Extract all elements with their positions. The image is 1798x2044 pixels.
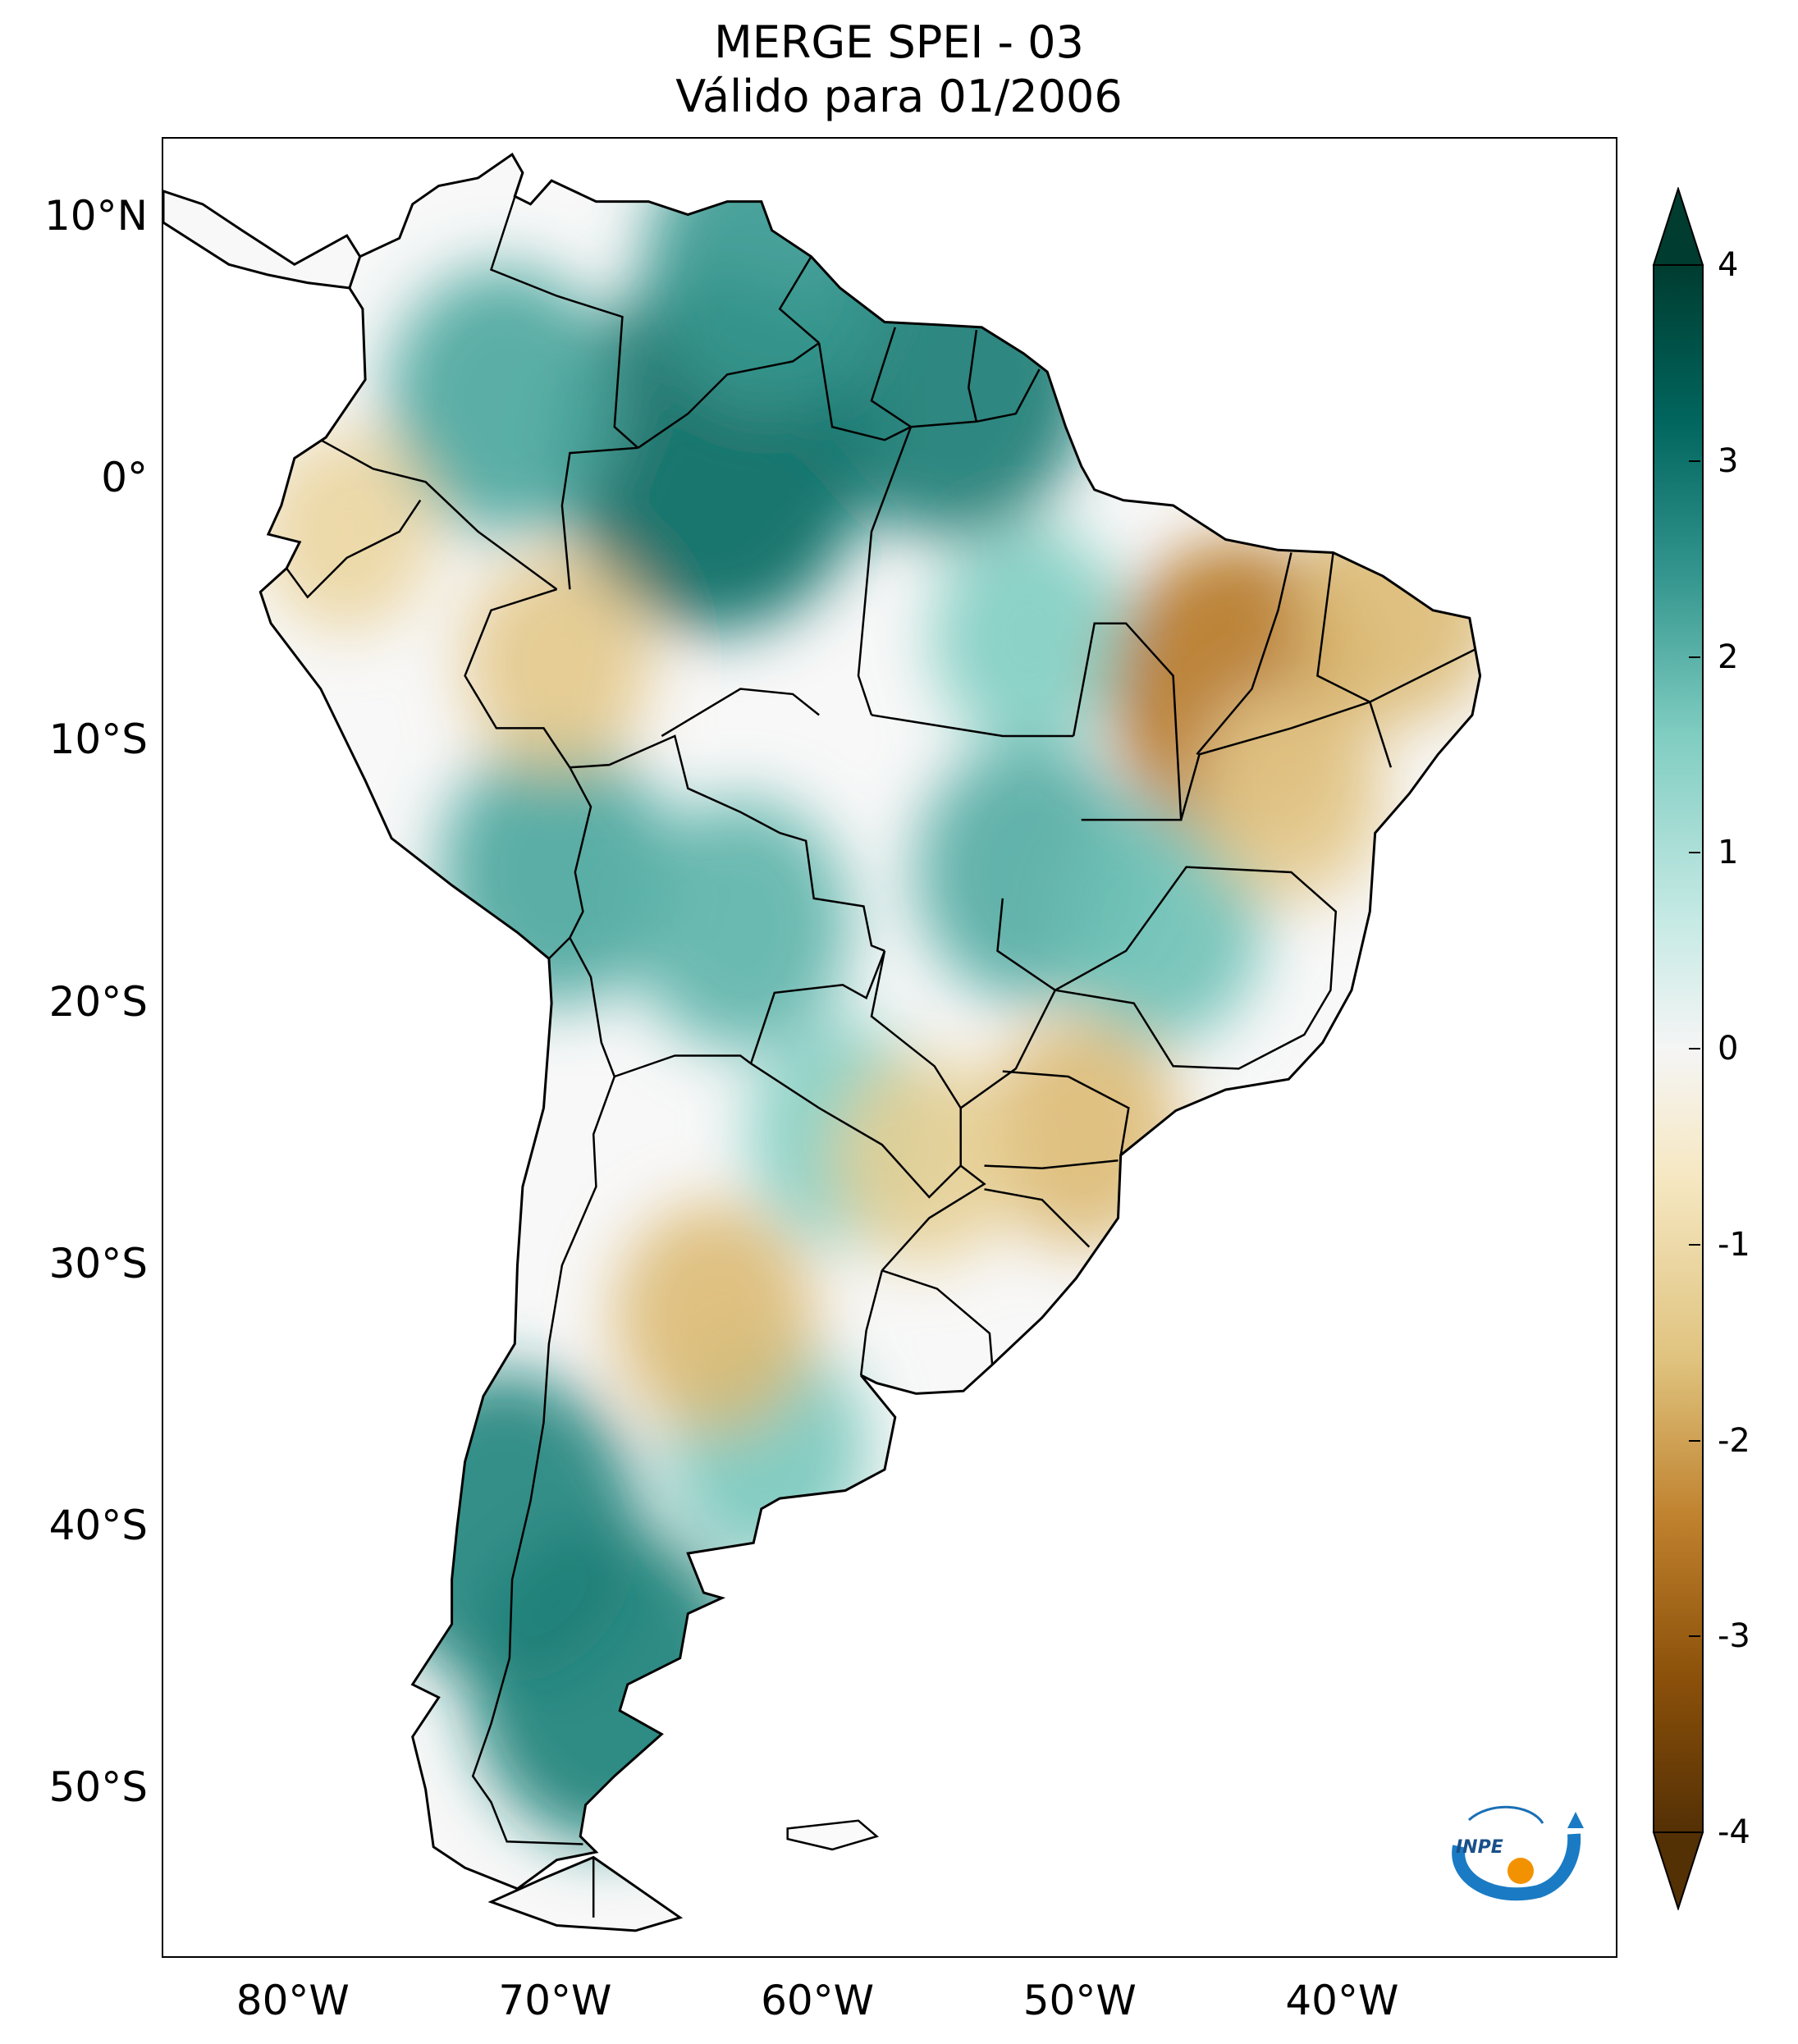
brazil-state-mg-border: [1055, 866, 1338, 1070]
paraguay-brazil-border: [870, 950, 962, 1166]
brazil-state-to-border: [1072, 622, 1183, 821]
longitude-tick-label: 60°W: [761, 1977, 875, 2024]
colorbar-tick: [1689, 1243, 1700, 1246]
paraguay-argentina-border: [750, 1063, 962, 1199]
spei-anomaly-patch: [643, 154, 890, 412]
longitude-tick-label: 40°W: [1285, 1977, 1399, 2024]
uruguay-brazil-border: [881, 1269, 994, 1365]
latitude-tick-label: 20°S: [48, 977, 148, 1026]
spei-anomaly-patch: [259, 432, 434, 632]
falkland-islands: [786, 1819, 879, 1851]
brazil-state-ba-border: [1179, 700, 1393, 821]
latitude-tick-label: 10°N: [43, 191, 148, 240]
map-canvas: [163, 153, 1482, 1932]
spei-anomaly-patch: [387, 266, 621, 535]
colorbar-tick: [1689, 1048, 1700, 1049]
colorbar-tick-label: 1: [1718, 834, 1739, 872]
colorbar-tick: [1689, 1635, 1700, 1638]
venezuela-brazil-border: [637, 341, 820, 449]
latitude-tick-label: 50°S: [48, 1763, 148, 1812]
spei-anomaly-patch: [1056, 805, 1264, 1044]
latitude-tick-label: 40°S: [48, 1502, 148, 1550]
latitude-tick-label: 10°S: [48, 716, 148, 764]
colorbar-tick-label: 3: [1718, 441, 1739, 480]
colombia-peru-border: [320, 439, 558, 591]
brazil-state-sc-rs-border: [984, 1188, 1091, 1248]
brazil-state-pr-sc-border: [984, 1159, 1119, 1170]
guyana-brazil-border: [817, 342, 912, 441]
map-title: MERGE SPEI - 03: [714, 16, 1084, 68]
brazil-state-mt-pa-border: [871, 714, 1074, 738]
spei-anomaly-patch: [1197, 686, 1385, 902]
longitude-tick-label: 70°W: [498, 1977, 612, 2024]
coastline: [163, 153, 1482, 1932]
logo-text: INPE: [1456, 1837, 1503, 1858]
suriname-guiana-border: [968, 329, 978, 423]
longitude-tick-label: 50°W: [1023, 1977, 1137, 2024]
colorbar-tick: [1689, 264, 1700, 266]
colorbar-tick-label: 2: [1718, 638, 1739, 676]
colorbar-tick: [1689, 1439, 1700, 1442]
colorbar-tick-label: 4: [1718, 246, 1739, 284]
chile-argentina-border: [471, 1076, 615, 1845]
colorbar-tick-label: -3: [1718, 1617, 1750, 1656]
colorbar-tick: [1689, 656, 1700, 658]
longitude-tick-label: 80°W: [236, 1977, 350, 2024]
colorbar-min-extend: [1652, 1831, 1704, 1910]
bolivia-brazil-border: [570, 734, 885, 952]
ecuador-peru-border: [286, 499, 422, 599]
brazil-state-am-ro-border: [661, 688, 820, 738]
spei-anomaly-patch: [931, 524, 1126, 748]
map-subtitle-date: Válido para 01/2006: [675, 71, 1123, 122]
spei-anomaly-patch: [833, 1056, 1014, 1264]
colorbar-tick-label: 0: [1718, 1030, 1739, 1068]
brazil-state-am-pa-border: [857, 426, 913, 716]
colorbar-tick-label: -2: [1718, 1421, 1750, 1460]
guiana-brazil-border: [910, 368, 1041, 428]
spei-anomaly-patch: [807, 210, 1093, 539]
peru-brazil-border: [464, 588, 571, 768]
venezuela-guyana-border: [778, 256, 820, 344]
spei-anomaly-patch: [630, 798, 851, 1051]
colorbar-tick-label: -4: [1718, 1813, 1750, 1851]
colombia-brazil-border: [560, 446, 638, 590]
bolivia-chile-border: [569, 937, 615, 1077]
map-panel: [162, 137, 1617, 1958]
inpe-logo-icon: INPE: [1452, 1805, 1584, 1901]
guyana-suriname-border: [870, 327, 912, 428]
colorbar-max-extend: [1652, 187, 1704, 266]
bolivia-argentina-border: [614, 1054, 752, 1078]
spei-anomaly-patch: [469, 1524, 749, 1845]
latitude-tick-label: 30°S: [48, 1239, 148, 1287]
spei-anomaly-patch: [463, 555, 651, 771]
latitude-tick-label: 0°: [101, 454, 148, 502]
peru-bolivia-border: [569, 766, 592, 939]
colorbar-tick: [1689, 1831, 1700, 1833]
spei-anomaly-patch: [614, 1202, 815, 1434]
argentina-brazil-border: [881, 1164, 986, 1272]
bolivia-paraguay-border: [749, 950, 886, 1064]
colorbar-tick-label: -1: [1718, 1225, 1750, 1264]
peru-chile-border: [548, 936, 571, 960]
colorbar-tick: [1689, 852, 1700, 854]
brazil-state-ne-borders: [1316, 552, 1475, 703]
brazil-state-ma-pi-border: [1196, 552, 1292, 756]
colombia-venezuela-border: [489, 172, 639, 449]
brazil-state-sp-pr-border: [1002, 1070, 1130, 1156]
argentina-uruguay-border: [859, 1269, 884, 1376]
brazil-state-go-ms-border: [959, 898, 1057, 1109]
colorbar-tick: [1689, 460, 1700, 462]
